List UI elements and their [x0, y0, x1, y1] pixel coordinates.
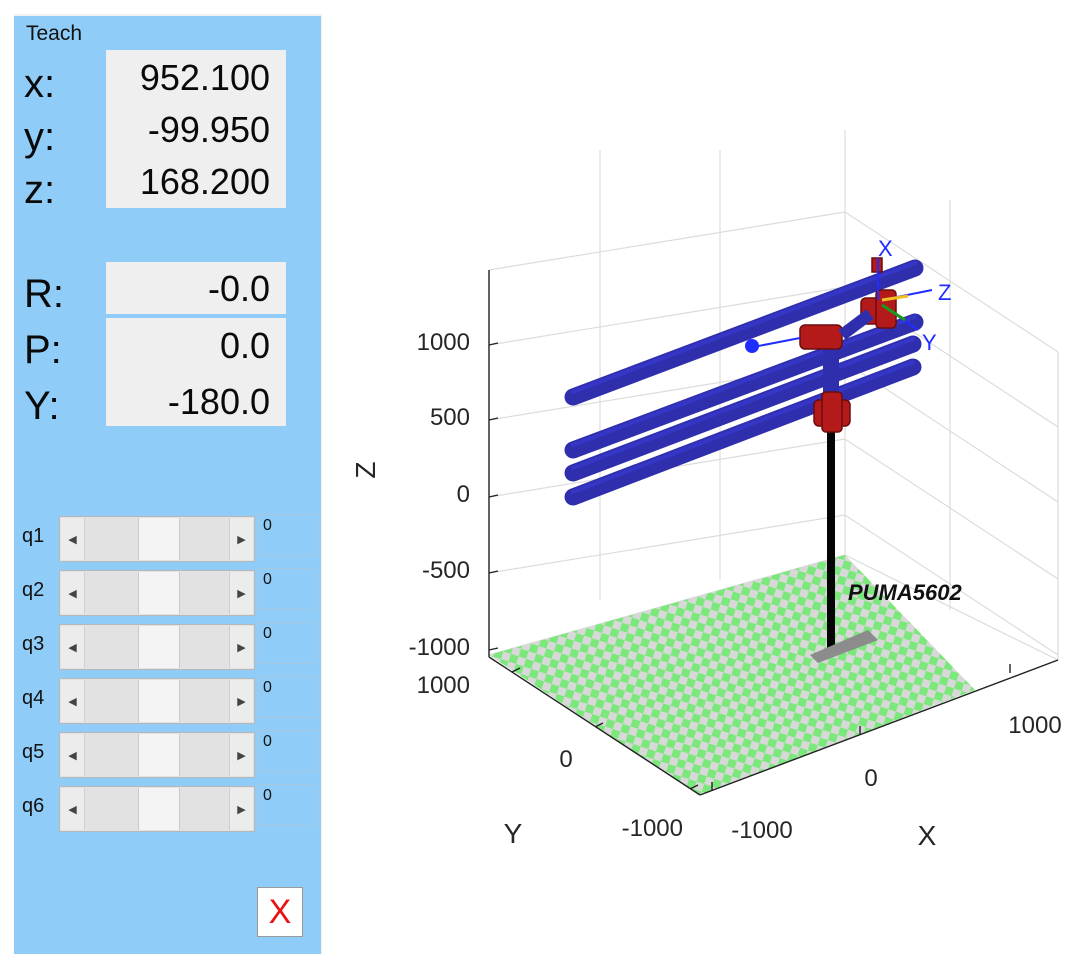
- joint-block: [821, 391, 843, 433]
- x-value: 952.100: [139, 57, 270, 98]
- robot-links: [564, 259, 924, 506]
- pedestal-shadow: [810, 630, 878, 663]
- slider-q6[interactable]: ◀ ▶: [59, 786, 255, 832]
- roll-value: -0.0: [207, 268, 270, 309]
- left-arrow-icon[interactable]: ◀: [61, 734, 85, 776]
- right-arrow-icon[interactable]: ▶: [229, 734, 253, 776]
- right-arrow-icon[interactable]: ▶: [229, 518, 253, 560]
- link-bar: [564, 313, 924, 459]
- joint-label-q4: q4: [22, 687, 45, 709]
- roll-readout-box: -0.0: [106, 262, 286, 314]
- z-label: z:: [24, 168, 56, 212]
- z-tick-label: -500: [422, 557, 470, 584]
- joint-field-q6[interactable]: 0: [258, 784, 316, 826]
- frame-labels: X Z Y: [878, 236, 951, 355]
- x-tick-label: -1000: [731, 817, 792, 844]
- joint-label-q6: q6: [22, 795, 45, 817]
- left-arrow-icon[interactable]: ◀: [61, 680, 85, 722]
- pitch-label: P:: [24, 328, 62, 372]
- joint-field-q5[interactable]: 0: [258, 730, 316, 772]
- panel-frame: [14, 14, 322, 954]
- joint-block: [799, 324, 843, 350]
- left-arrow-icon[interactable]: ◀: [61, 518, 85, 560]
- axes: [488, 270, 1059, 796]
- slider-q1[interactable]: ◀ ▶: [59, 516, 255, 562]
- slider-q2[interactable]: ◀ ▶: [59, 570, 255, 616]
- frame-origin: [745, 339, 759, 353]
- y-axis-title: Y: [504, 818, 523, 849]
- y-tick-label: -1000: [622, 815, 683, 842]
- slider-q3[interactable]: ◀ ▶: [59, 624, 255, 670]
- forearm: [838, 309, 874, 340]
- left-arrow-icon[interactable]: ◀: [61, 626, 85, 668]
- link-bar: [564, 259, 924, 406]
- joint-field-q4[interactable]: 0: [258, 676, 316, 718]
- x-label: x:: [24, 62, 56, 106]
- frame-label-z: Z: [938, 280, 951, 305]
- z-tick-label: 0: [457, 481, 470, 508]
- joint-label-q2: q2: [22, 579, 45, 601]
- y-value: -99.950: [147, 109, 270, 150]
- x-tick-label: 1000: [1008, 712, 1061, 739]
- x-axis-title: X: [918, 820, 937, 851]
- slider-thumb[interactable]: [138, 626, 180, 668]
- right-arrow-icon[interactable]: ▶: [229, 626, 253, 668]
- z-axis-title: Z: [350, 461, 381, 478]
- yaw-value: -180.0: [167, 381, 270, 422]
- slider-thumb[interactable]: [138, 572, 180, 614]
- y-label: y:: [24, 115, 56, 159]
- left-arrow-icon[interactable]: ◀: [61, 788, 85, 830]
- y-tick-label: 0: [559, 746, 572, 773]
- pitch-value: 0.0: [219, 325, 270, 366]
- frame-label-y: Y: [922, 330, 937, 355]
- joint-label-q3: q3: [22, 633, 45, 655]
- z-tick-label: 500: [430, 404, 470, 431]
- roll-label: R:: [24, 272, 64, 316]
- y-tick-labels: 1000 0 -1000: [417, 672, 683, 842]
- joint-label-q1: q1: [22, 525, 45, 547]
- slider-q4[interactable]: ◀ ▶: [59, 678, 255, 724]
- close-button[interactable]: X: [257, 887, 303, 937]
- slider-thumb[interactable]: [138, 518, 180, 560]
- slider-thumb[interactable]: [138, 680, 180, 722]
- link-bar: [564, 358, 922, 506]
- yaw-label: Y:: [24, 384, 60, 428]
- checkered-floor: [489, 555, 975, 795]
- right-arrow-icon[interactable]: ▶: [229, 788, 253, 830]
- slider-thumb[interactable]: [138, 734, 180, 776]
- z-value: 168.200: [139, 161, 270, 202]
- position-readout-box: 952.100 -99.950 168.200: [106, 50, 286, 208]
- right-arrow-icon[interactable]: ▶: [229, 680, 253, 722]
- z-tick-labels: 1000 500 0 -500 -1000: [409, 329, 470, 661]
- x-tick-labels: -1000 0 1000: [731, 712, 1061, 844]
- right-arrow-icon[interactable]: ▶: [229, 572, 253, 614]
- panel-title: Teach: [24, 22, 85, 46]
- robot-name-label: PUMA5602: [848, 580, 962, 605]
- frame-label-x: X: [878, 236, 893, 261]
- left-arrow-icon[interactable]: ◀: [61, 572, 85, 614]
- y-tick-label: 1000: [417, 672, 470, 699]
- joint-label-q5: q5: [22, 741, 45, 763]
- joint-field-q2[interactable]: 0: [258, 568, 316, 610]
- joint-field-q3[interactable]: 0: [258, 622, 316, 664]
- teach-panel: Teach 952.100 -99.950 168.200 x: y: z: -…: [14, 14, 322, 954]
- link-bar: [564, 335, 922, 482]
- x-tick-label: 0: [864, 765, 877, 792]
- pitch-yaw-readout-box: 0.0 -180.0: [106, 318, 286, 426]
- slider-q5[interactable]: ◀ ▶: [59, 732, 255, 778]
- slider-thumb[interactable]: [138, 788, 180, 830]
- robot-3d-plot[interactable]: 1000 500 0 -500 -1000 1000 0 -1000 -1000…: [340, 130, 1085, 880]
- joint-field-q1[interactable]: 0: [258, 514, 316, 556]
- z-tick-label: -1000: [409, 634, 470, 661]
- z-tick-label: 1000: [417, 329, 470, 356]
